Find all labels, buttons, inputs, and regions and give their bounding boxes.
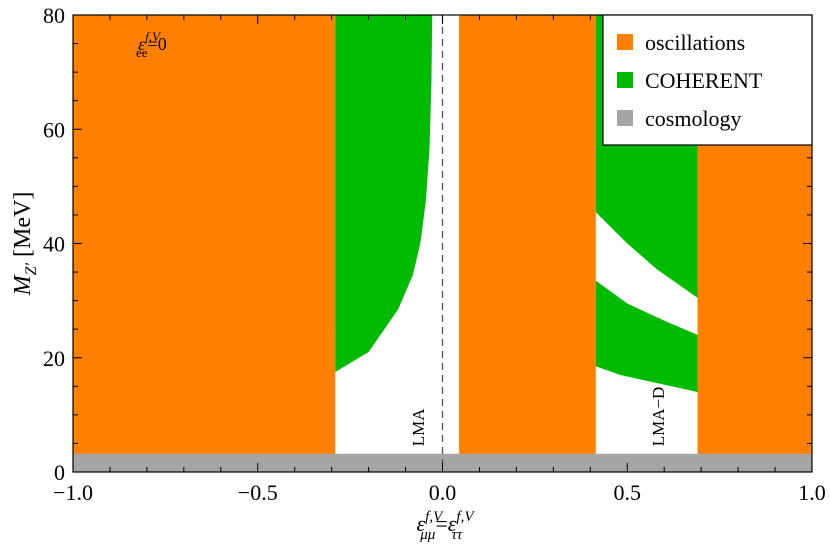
legend-label-oscillations: oscillations (645, 30, 745, 55)
y-tick-label: 80 (43, 3, 65, 28)
y-tick-label: 40 (43, 232, 65, 257)
xlabel-sup2: f,V (456, 509, 475, 525)
x-tick-label: −0.5 (238, 480, 278, 505)
x-tick-label: 0.5 (614, 480, 642, 505)
inset-sub: ee (136, 45, 148, 60)
xlabel-equals: = (435, 511, 447, 536)
y-axis-label: MZ′ [MeV] (10, 192, 40, 297)
legend-swatch-oscillations (617, 34, 633, 50)
y-tick-label: 60 (43, 117, 65, 142)
x-tick-label: 0.0 (429, 480, 457, 505)
xlabel-eps1: ε (416, 511, 425, 536)
legend-swatch-coherent (617, 72, 633, 88)
xlabel-sub2: ττ (452, 527, 463, 543)
x-axis-label: εf,V μμ=εf,V ττ (416, 509, 475, 543)
xlabel-sup1: f,V (425, 509, 444, 525)
legend-swatch-cosmology (617, 110, 633, 126)
xlabel-eps2: ε (448, 511, 457, 536)
x-tick-label: −1.0 (53, 480, 93, 505)
region-coh-left (335, 15, 433, 372)
xlabel-sub1: μμ (419, 527, 436, 543)
y-tick-label: 0 (54, 460, 65, 485)
region-coh-right-lower (595, 280, 698, 392)
ticks-layer: −1.0 −0.5 0.0 0.5 1.0 0 20 40 60 80 (43, 3, 826, 505)
region-osc-left (73, 15, 336, 472)
epsilon-ee-annotation: εf,V ee=0 (136, 29, 167, 60)
x-tick-label: 1.0 (798, 480, 826, 505)
legend-box (602, 14, 813, 146)
inset-sup: f,V (145, 29, 162, 44)
ylabel-unit: [MeV] (10, 192, 36, 263)
legend-label-cosmology: cosmology (645, 106, 742, 131)
ylabel-sub: Z′ (23, 262, 40, 275)
region-label-lma-d: LMA−D (649, 387, 668, 447)
region-osc-right (697, 140, 812, 472)
legend-label-coherent: COHERENT (645, 68, 763, 93)
region-osc-center (459, 15, 596, 472)
inset-epsilon: ε (138, 34, 146, 54)
legend: oscillations COHERENT cosmology (602, 14, 813, 146)
y-tick-label: 20 (43, 346, 65, 371)
region-label-lma: LMA (409, 408, 428, 447)
inset-rest: =0 (148, 34, 167, 54)
ylabel-m: M (10, 273, 36, 296)
